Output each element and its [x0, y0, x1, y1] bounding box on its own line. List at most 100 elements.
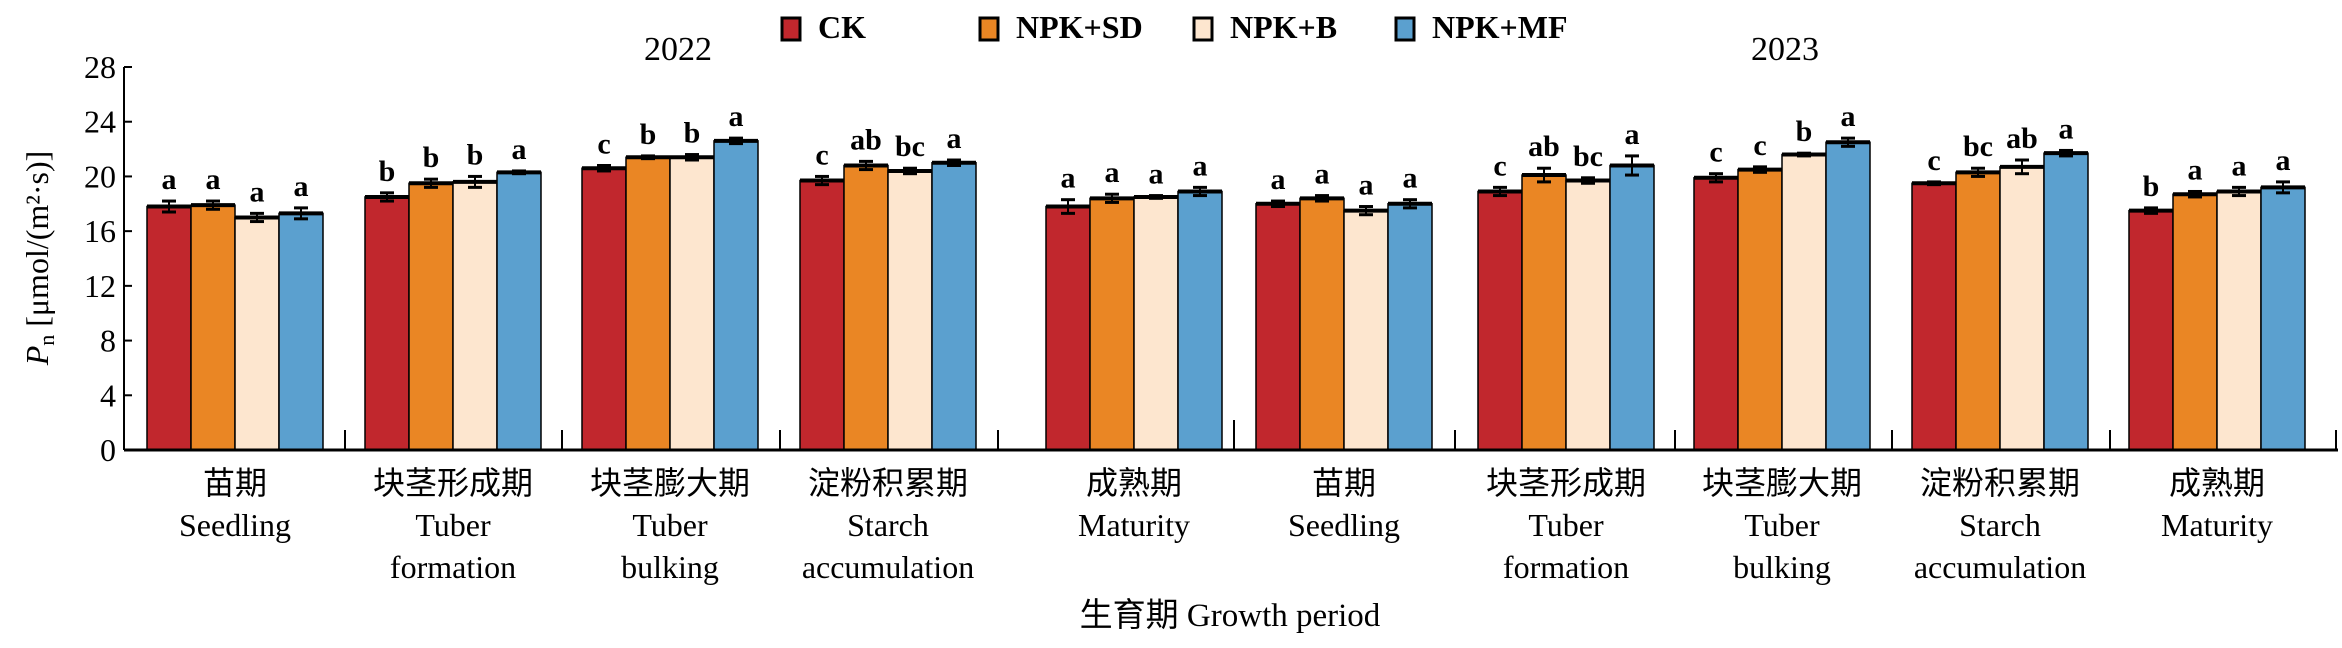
significance-letter: a — [1271, 163, 1286, 196]
bar-npk-sd — [1521, 174, 1567, 451]
significance-letter: bc — [895, 130, 925, 163]
bar-npk-b — [234, 216, 280, 451]
category-label-zh: 淀粉积累期 — [808, 465, 968, 501]
category-label-en2: accumulation — [802, 549, 974, 585]
significance-letter: bc — [1963, 130, 1993, 163]
significance-letter: c — [815, 138, 828, 171]
legend: CK NPK+SD NPK+B NPK+MF — [780, 9, 1568, 45]
bar-ck — [146, 205, 192, 451]
legend-swatch — [978, 16, 1000, 42]
category-label-zh: 块茎膨大期 — [1702, 465, 1862, 501]
legend-label: CK — [818, 9, 866, 45]
legend-swatch — [780, 16, 802, 42]
category-label-en: Maturity — [1078, 507, 1190, 543]
bar-ck — [364, 196, 410, 451]
y-tick-label: 16 — [84, 213, 116, 249]
bar-npk-mf — [1825, 141, 1871, 451]
bar-npk-b — [1565, 179, 1611, 451]
significance-letter: a — [2059, 112, 2074, 145]
category-label-zh: 块茎形成期 — [373, 465, 533, 501]
y-tick-label: 24 — [84, 104, 116, 140]
bar-npk-sd — [1089, 197, 1135, 451]
category-label-zh: 块茎形成期 — [1486, 465, 1646, 501]
bar-npk-mf — [278, 212, 324, 451]
category-label-en: Seedling — [1288, 507, 1400, 543]
y-axis: 0 4 8 12 16 20 24 28 — [84, 49, 132, 468]
category-label-zh: 成熟期 — [1086, 465, 1182, 501]
bar-npk-b — [887, 170, 933, 451]
bar-ck — [1911, 182, 1957, 451]
bar-npk-sd — [1955, 171, 2001, 451]
bar-npk-sd — [625, 156, 671, 451]
bar-npk-mf — [713, 140, 759, 451]
category-label-zh: 苗期 — [203, 465, 267, 501]
legend-label: NPK+MF — [1432, 9, 1568, 45]
bar-npk-sd — [843, 164, 889, 451]
year-label-2023: 2023 — [1751, 31, 1819, 68]
significance-letter: a — [1841, 100, 1856, 133]
bar-npk-sd — [1737, 168, 1783, 451]
year-label-2022: 2022 — [644, 31, 712, 68]
bar-npk-mf — [1387, 203, 1433, 451]
category-label-zh: 苗期 — [1312, 465, 1376, 501]
y-tick-label: 8 — [100, 323, 116, 359]
x-axis: 苗期 Seedling 块茎形成期 Tuber formation 块茎膨大期 Tuber b… — [124, 420, 2338, 585]
significance-letter: b — [2143, 170, 2160, 203]
significance-letter: a — [1105, 156, 1120, 189]
bar-npk-b — [1999, 166, 2045, 451]
significance-letter: a — [1403, 162, 1418, 195]
significance-letter: a — [162, 163, 177, 196]
bar-npk-sd — [190, 204, 236, 451]
significance-letter: ab — [850, 123, 882, 156]
bar-npk-mf — [496, 171, 542, 451]
significance-letter: a — [729, 100, 744, 133]
bar-npk-mf — [2260, 186, 2306, 451]
bar-npk-b — [452, 181, 498, 451]
category-label-zh: 成熟期 — [2169, 465, 2265, 501]
y-axis-label: Pn [μmol/(m²·s)] — [19, 151, 59, 367]
bar-ck — [1477, 190, 1523, 451]
category-label-en: Tuber — [632, 507, 708, 543]
bar-npk-b — [2216, 190, 2262, 451]
bar-ck — [581, 167, 627, 451]
significance-letter: c — [1753, 129, 1766, 162]
bar-npk-b — [1781, 153, 1827, 451]
significance-letter: a — [1625, 118, 1640, 151]
category-label-en: Tuber — [1744, 507, 1820, 543]
bar-npk-mf — [1177, 190, 1223, 451]
bar-ck — [1255, 203, 1301, 451]
significance-letter: b — [640, 118, 657, 151]
category-label-en: Tuber — [1528, 507, 1604, 543]
significance-letter: b — [684, 117, 701, 150]
bar-ck — [1693, 177, 1739, 451]
bar-npk-mf — [931, 162, 977, 451]
category-label-en: Starch — [847, 507, 929, 543]
bar-npk-sd — [1299, 197, 1345, 451]
bar-npk-sd — [408, 182, 454, 451]
bar-npk-sd — [2172, 193, 2218, 451]
significance-letter: b — [379, 155, 396, 188]
significance-letter: a — [2232, 149, 2247, 182]
significance-letter: ab — [1528, 130, 1560, 163]
significance-letter: a — [294, 170, 309, 203]
significance-letter: c — [597, 127, 610, 160]
y-tick-label: 28 — [84, 49, 116, 85]
category-label-en: Seedling — [179, 507, 291, 543]
legend-swatch — [1394, 16, 1416, 42]
significance-letter: a — [1061, 162, 1076, 195]
y-tick-label: 0 — [100, 432, 116, 468]
legend-swatch — [1192, 16, 1214, 42]
significance-letter: a — [1315, 158, 1330, 191]
category-label-en2: formation — [390, 549, 516, 585]
significance-letter: a — [1149, 158, 1164, 191]
bar-npk-mf — [2043, 152, 2089, 451]
significance-letter: a — [1193, 149, 1208, 182]
significance-letter: ab — [2006, 122, 2038, 155]
category-label-en2: formation — [1503, 549, 1629, 585]
category-label-zh: 块茎膨大期 — [590, 465, 750, 501]
significance-letter: a — [2276, 144, 2291, 177]
y-tick-label: 12 — [84, 268, 116, 304]
bar-npk-b — [1133, 196, 1179, 451]
significance-letter: a — [1359, 169, 1374, 202]
